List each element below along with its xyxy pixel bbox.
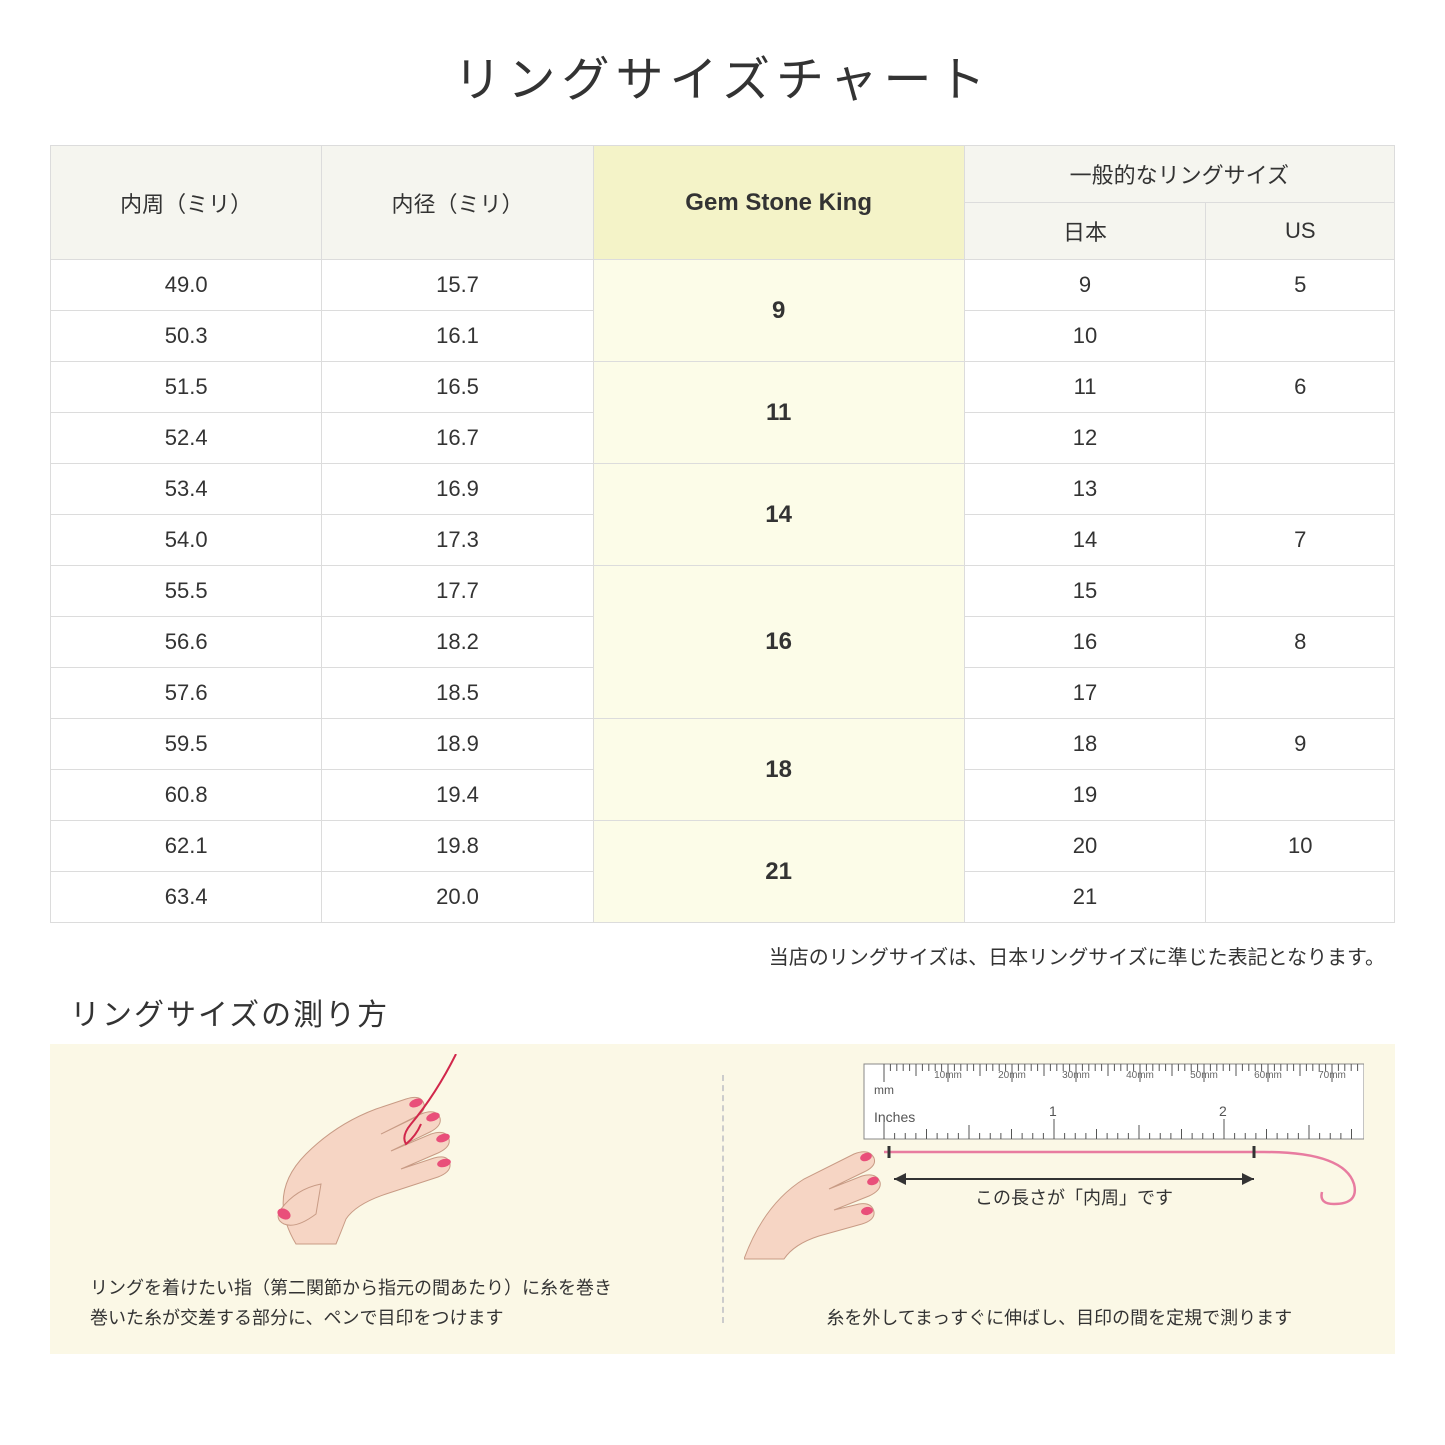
cell-gem-size: 18 (593, 719, 964, 821)
cell-diameter: 20.0 (322, 872, 593, 923)
th-japan: 日本 (964, 203, 1206, 260)
cell-us-size (1206, 413, 1395, 464)
cell-diameter: 18.9 (322, 719, 593, 770)
cell-us-size (1206, 872, 1395, 923)
cell-us-size (1206, 566, 1395, 617)
cell-gem-size: 16 (593, 566, 964, 719)
cell-circumference: 55.5 (51, 566, 322, 617)
cell-diameter: 19.8 (322, 821, 593, 872)
cell-diameter: 19.4 (322, 770, 593, 821)
cell-circumference: 54.0 (51, 515, 322, 566)
cell-circumference: 60.8 (51, 770, 322, 821)
ruler-inches-label: Inches (874, 1109, 915, 1125)
cell-japan-size: 11 (964, 362, 1206, 413)
cell-circumference: 50.3 (51, 311, 322, 362)
table-row: 49.015.7995 (51, 260, 1395, 311)
th-gem-stone-king: Gem Stone King (593, 146, 964, 260)
cell-us-size: 8 (1206, 617, 1395, 668)
table-row: 59.518.918189 (51, 719, 1395, 770)
howto-caption-2: 糸を外してまっすぐに伸ばし、目印の間を定規で測ります (784, 1303, 1336, 1334)
svg-text:10mm: 10mm (934, 1070, 962, 1081)
cell-circumference: 49.0 (51, 260, 322, 311)
th-diameter: 内径（ミリ） (322, 146, 593, 260)
cell-diameter: 15.7 (322, 260, 593, 311)
cell-diameter: 16.5 (322, 362, 593, 413)
cell-japan-size: 9 (964, 260, 1206, 311)
cell-us-size (1206, 311, 1395, 362)
cell-diameter: 16.9 (322, 464, 593, 515)
table-row: 53.416.91413 (51, 464, 1395, 515)
cell-diameter: 18.5 (322, 668, 593, 719)
ruler-mm-label: mm (874, 1083, 894, 1097)
cell-japan-size: 17 (964, 668, 1206, 719)
cell-diameter: 16.1 (322, 311, 593, 362)
cell-japan-size: 18 (964, 719, 1206, 770)
cell-us-size (1206, 770, 1395, 821)
cell-us-size: 10 (1206, 821, 1395, 872)
svg-text:50mm: 50mm (1190, 1070, 1218, 1081)
cell-us-size (1206, 668, 1395, 719)
cell-circumference: 56.6 (51, 617, 322, 668)
cell-circumference: 57.6 (51, 668, 322, 719)
svg-text:2: 2 (1219, 1103, 1227, 1119)
cell-circumference: 62.1 (51, 821, 322, 872)
cell-japan-size: 10 (964, 311, 1206, 362)
cell-japan-size: 12 (964, 413, 1206, 464)
ring-size-table: 内周（ミリ） 内径（ミリ） Gem Stone King 一般的なリングサイズ … (50, 145, 1395, 923)
svg-text:60mm: 60mm (1254, 1070, 1282, 1081)
table-row: 51.516.511116 (51, 362, 1395, 413)
svg-text:1: 1 (1049, 1103, 1057, 1119)
table-row: 55.517.71615 (51, 566, 1395, 617)
table-row: 62.119.8212010 (51, 821, 1395, 872)
cell-circumference: 63.4 (51, 872, 322, 923)
cell-circumference: 53.4 (51, 464, 322, 515)
cell-gem-size: 14 (593, 464, 964, 566)
cell-japan-size: 20 (964, 821, 1206, 872)
howto-title: リングサイズの測り方 (70, 990, 1395, 1034)
svg-text:40mm: 40mm (1126, 1070, 1154, 1081)
cell-japan-size: 19 (964, 770, 1206, 821)
cell-diameter: 17.3 (322, 515, 593, 566)
howto-step-1: リングを着けたい指（第二関節から指元の間あたり）に糸を巻き巻いた糸が交差する部分… (50, 1044, 722, 1354)
cell-us-size: 7 (1206, 515, 1395, 566)
cell-us-size: 6 (1206, 362, 1395, 413)
th-general-size: 一般的なリングサイズ (964, 146, 1394, 203)
hand-wrap-illustration (206, 1054, 566, 1254)
cell-gem-size: 9 (593, 260, 964, 362)
cell-japan-size: 14 (964, 515, 1206, 566)
page-title: リングサイズチャート (50, 40, 1395, 110)
howto-step-2: mm Inches 10mm 20mm 30mm 40mm 50mm 60mm 70mm 1… (724, 1044, 1396, 1354)
svg-text:30mm: 30mm (1062, 1070, 1090, 1081)
howto-caption-1: リングを着けたい指（第二関節から指元の間あたり）に糸を巻き巻いた糸が交差する部分… (90, 1273, 682, 1334)
cell-diameter: 17.7 (322, 566, 593, 617)
svg-text:70mm: 70mm (1318, 1070, 1346, 1081)
cell-japan-size: 16 (964, 617, 1206, 668)
cell-japan-size: 13 (964, 464, 1206, 515)
th-circumference: 内周（ミリ） (51, 146, 322, 260)
svg-text:20mm: 20mm (998, 1070, 1026, 1081)
cell-circumference: 52.4 (51, 413, 322, 464)
cell-gem-size: 11 (593, 362, 964, 464)
cell-us-size: 9 (1206, 719, 1395, 770)
cell-gem-size: 21 (593, 821, 964, 923)
cell-diameter: 16.7 (322, 413, 593, 464)
ruler-measure-illustration: mm Inches 10mm 20mm 30mm 40mm 50mm 60mm 70mm 1… (744, 1054, 1364, 1264)
cell-japan-size: 15 (964, 566, 1206, 617)
cell-us-size: 5 (1206, 260, 1395, 311)
cell-us-size (1206, 464, 1395, 515)
cell-diameter: 18.2 (322, 617, 593, 668)
ruler-length-label: この長さが「内周」です (975, 1188, 1173, 1208)
cell-circumference: 59.5 (51, 719, 322, 770)
footnote-text: 当店のリングサイズは、日本リングサイズに準じた表記となります。 (50, 941, 1395, 970)
howto-panel: リングを着けたい指（第二関節から指元の間あたり）に糸を巻き巻いた糸が交差する部分… (50, 1044, 1395, 1354)
th-us: US (1206, 203, 1395, 260)
cell-japan-size: 21 (964, 872, 1206, 923)
cell-circumference: 51.5 (51, 362, 322, 413)
